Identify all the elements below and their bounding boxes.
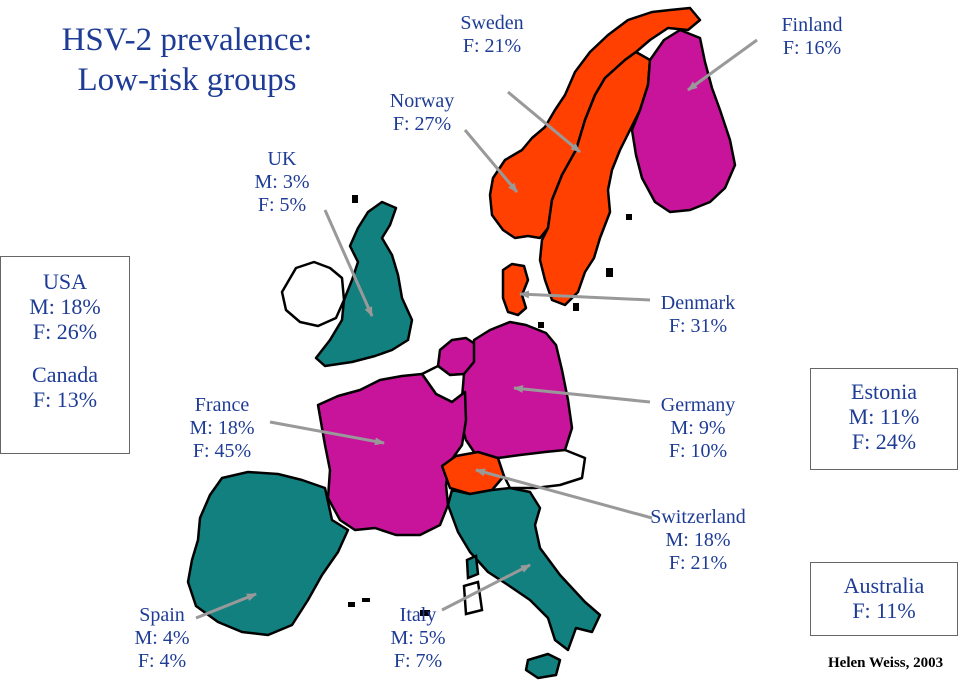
- region-norway: [488, 6, 702, 240]
- region-sardinia: [462, 580, 484, 616]
- box-australia: Australia F: 11%: [810, 562, 958, 636]
- title-line-2: Low-risk groups: [77, 62, 297, 98]
- label-switzerland: Switzerland M: 18% F: 21%: [650, 506, 746, 574]
- arrow-france: [269, 420, 385, 446]
- usa-label: USA: [42, 269, 87, 294]
- label-denmark: Denmark F: 31%: [660, 292, 736, 337]
- region-sicily: [524, 652, 562, 680]
- arrow-uk: [323, 209, 374, 317]
- arrow-germany: [513, 384, 651, 404]
- arrow-italy: [441, 563, 531, 612]
- arrow-sweden: [507, 90, 581, 154]
- arrow-norway: [463, 129, 519, 193]
- label-norway: Norway F: 27%: [389, 90, 455, 135]
- region-spain: [186, 470, 350, 637]
- region-sweden: [538, 50, 652, 307]
- label-germany: Germany M: 9% F: 10%: [660, 394, 736, 462]
- label-france: France M: 18% F: 45%: [189, 394, 255, 462]
- title-line-1: HSV-2 prevalence:: [61, 22, 313, 58]
- label-uk: UK M: 3% F: 5%: [254, 148, 310, 216]
- region-denmark: [501, 262, 530, 317]
- label-spain: Spain M: 4% F: 4%: [134, 604, 190, 672]
- region-switzerland: [440, 450, 506, 496]
- credit-text: Helen Weiss, 2003: [828, 655, 944, 671]
- box-usa-canada: USA M: 18% F: 26% Canada F: 13%: [0, 256, 130, 454]
- region-ireland: [280, 260, 346, 328]
- canada-label: Canada: [32, 362, 98, 387]
- arrow-finland: [687, 38, 758, 92]
- arrow-denmark: [519, 290, 651, 302]
- region-austria: [496, 448, 587, 490]
- arrow-switzerland: [475, 468, 653, 520]
- region-finland: [630, 28, 737, 214]
- region-france: [316, 372, 468, 537]
- label-sweden: Sweden F: 21%: [460, 12, 524, 57]
- label-italy: Italy M: 5% F: 7%: [390, 604, 446, 672]
- label-finland: Finland F: 16%: [781, 14, 843, 59]
- page-title: HSV-2 prevalence: Low-risk groups: [22, 20, 352, 100]
- box-estonia: Estonia M: 11% F: 24%: [810, 368, 958, 470]
- region-corsica: [465, 554, 480, 580]
- arrow-spain: [195, 592, 257, 620]
